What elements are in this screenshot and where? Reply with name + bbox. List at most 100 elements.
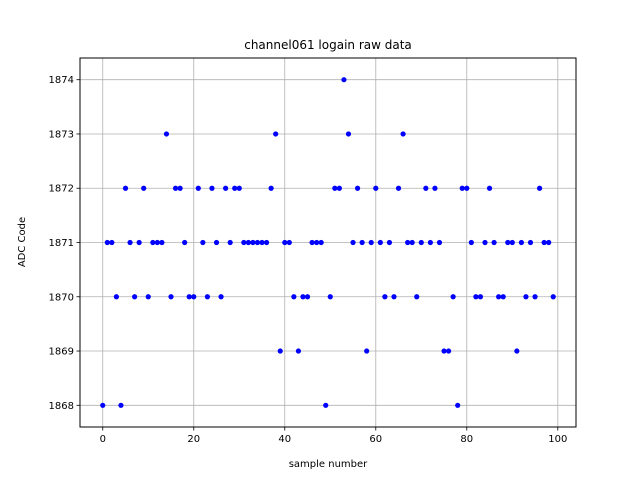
x-tick-label: 80 [460,434,473,445]
y-tick-label: 1872 [49,184,74,195]
data-point [527,239,534,246]
data-point [177,185,183,191]
data-point [300,294,306,300]
data-point [364,348,370,354]
data-point [200,239,206,246]
data-point [136,239,142,246]
data-point [273,131,279,137]
data-point [172,185,179,191]
data-point [341,77,347,83]
data-point [350,239,356,246]
data-point [109,239,115,246]
data-point [250,239,256,246]
data-point [368,239,374,246]
data-point [104,239,110,246]
data-point [154,239,160,246]
y-tick-label: 1868 [49,401,74,412]
data-point [436,239,443,246]
data-point [373,185,379,191]
data-point [163,131,170,137]
data-point [318,239,324,246]
data-point [395,185,402,191]
y-tick-label: 1870 [49,292,74,303]
data-point [232,185,238,191]
data-point [332,185,338,191]
data-point [455,402,461,408]
data-point [427,239,433,246]
data-point [459,185,465,191]
data-point [336,185,342,191]
data-point [464,185,470,191]
data-point [182,239,188,246]
data-point [236,185,242,191]
data-point [477,294,484,300]
data-point [314,239,320,246]
data-point [473,294,479,300]
data-point [536,185,543,191]
data-point [150,239,156,246]
data-point [546,239,552,246]
data-point [254,239,261,246]
data-point [132,294,138,300]
data-point [263,239,270,246]
data-point [159,239,165,246]
data-point [118,402,124,408]
data-point [204,294,211,300]
x-tick-label: 20 [187,434,200,445]
data-point [259,239,265,246]
data-point [486,185,493,191]
data-point [345,131,352,137]
y-tick-label: 1874 [49,75,74,86]
data-point [168,294,174,300]
data-point [518,239,524,246]
data-point [304,294,311,300]
data-point [354,185,361,191]
data-point [441,348,447,354]
x-tick-label: 40 [278,434,291,445]
data-point [468,239,474,246]
data-point [550,294,556,300]
y-tick-label: 1871 [49,238,74,249]
y-tick-label: 1873 [49,129,74,140]
data-point [282,239,288,246]
chart-title: channel061 logain raw data [244,38,412,52]
data-point [391,294,397,300]
x-tick-label: 100 [548,434,567,445]
data-point [218,294,224,300]
data-point [505,239,511,246]
data-point [277,348,283,354]
x-tick-label: 60 [369,434,382,445]
data-point [113,294,120,300]
x-axis-label: sample number [289,459,368,470]
data-point [286,239,292,246]
data-point [445,348,452,354]
data-point [382,294,388,300]
ticks: 0 20 40 60 80 100 1868 1869 1870 1871 1872 1873 1874 [49,75,568,445]
data-point [122,185,129,191]
data-point [245,239,251,246]
data-point [414,294,420,300]
data-point [100,402,106,408]
data-point [227,239,233,246]
data-point [323,402,329,408]
data-point [541,239,547,246]
data-point [327,294,333,300]
data-point [377,239,383,246]
data-point [186,294,192,300]
data-point [423,185,429,191]
data-point [386,239,393,246]
data-point [405,239,411,246]
data-point [523,294,529,300]
data-point [491,239,497,246]
x-tick-label: 0 [100,434,106,445]
data-point [309,239,315,246]
data-point [241,239,247,246]
data-point [295,348,302,354]
data-point [195,185,201,191]
data-point [268,185,274,191]
data-point [223,185,229,191]
data-point [432,185,438,191]
data-point [509,239,515,246]
data-point [532,294,538,300]
